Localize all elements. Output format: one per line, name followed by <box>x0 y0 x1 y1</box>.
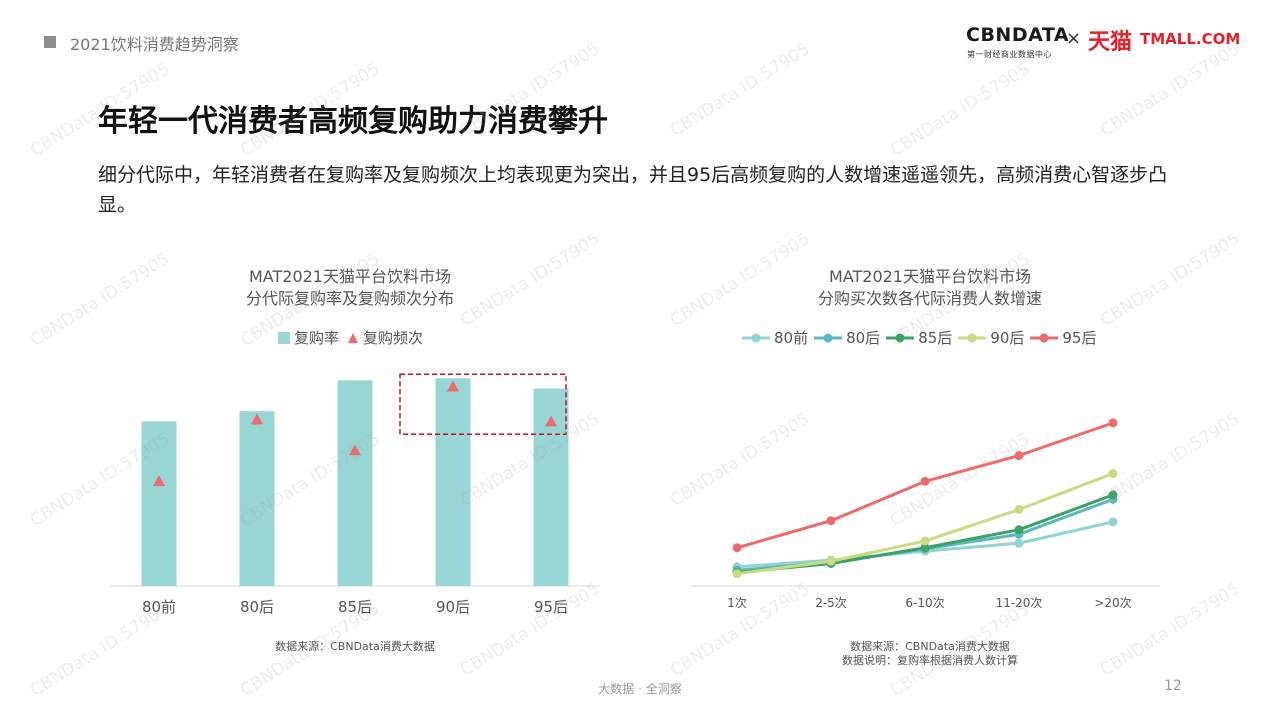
legend-item-series: 90后 <box>958 327 1024 348</box>
series-point <box>1014 451 1024 460</box>
series-point <box>920 543 930 553</box>
line-chart-title-line2: 分购买次数各代际消费人数增速 <box>817 289 1042 308</box>
x-tick-label: 80前 <box>142 598 176 616</box>
legend-label: 80前 <box>774 329 809 347</box>
frequency-triangle-marker <box>545 415 557 427</box>
legend-item-repurchase-rate: 复购率 <box>278 327 339 348</box>
series-point <box>826 556 836 566</box>
watermark-text: CBNData ID:57905 <box>886 59 1034 161</box>
frequency-triangle-marker <box>153 475 165 487</box>
line-chart-title: MAT2021天猫平台饮料市场 分购买次数各代际消费人数增速 <box>730 266 1130 310</box>
legend-square-icon <box>278 331 290 344</box>
legend-item-repurchase-frequency: 复购频次 <box>347 327 423 348</box>
x-tick-label: >20次 <box>1094 596 1131 610</box>
line-chart-source-line1: 数据来源：CBNData消费大数据 <box>850 640 1010 653</box>
legend-triangle-icon <box>348 332 359 343</box>
series-point <box>826 516 836 526</box>
legend-label: 90后 <box>990 329 1025 347</box>
bar-chart-source: 数据来源：CBNData消费大数据 <box>275 640 435 653</box>
bar <box>435 378 471 586</box>
frequency-triangle-marker <box>349 444 361 456</box>
bar-chart-title-line1: MAT2021天猫平台饮料市场 <box>248 267 451 286</box>
page-subtitle: 细分代际中，年轻消费者在复购率及复购频次上均表现更为突出，并且95后高频复购的人… <box>98 164 1168 216</box>
legend-line-marker-icon <box>886 333 915 342</box>
bar-chart: 80前 80后 85后 90后 95后 <box>110 373 600 616</box>
bar-chart-title-line2: 分代际复购率及复购频次分布 <box>245 289 454 308</box>
bar-chart-legend: 复购率 复购频次 <box>278 327 431 348</box>
header-label: 2021饮料消费趋势洞察 <box>70 35 239 54</box>
legend-line-marker-icon <box>958 333 987 342</box>
line-chart-source-line2: 数据说明：复购率根据消费人数计算 <box>842 654 1018 667</box>
bar <box>337 380 373 586</box>
bar <box>239 411 275 586</box>
legend-line-marker-icon <box>742 333 770 342</box>
x-tick-label: 85后 <box>338 598 372 616</box>
legend-line-marker-icon <box>1030 333 1059 342</box>
x-tick-label: 2-5次 <box>815 596 847 610</box>
legend-item-series: 95后 <box>1030 327 1096 348</box>
page-title: 年轻一代消费者高频复购助力消费攀升 <box>98 104 608 139</box>
series-point <box>1108 490 1118 500</box>
legend-line-marker-icon <box>814 333 843 342</box>
line-chart-source: 数据来源：CBNData消费大数据 数据说明：复购率根据消费人数计算 <box>780 640 1080 668</box>
legend-label-repurchase-rate: 复购率 <box>294 329 340 347</box>
series-point <box>1014 538 1024 548</box>
tmall-logo-en: TMALL.COM <box>1140 30 1241 48</box>
series-point <box>732 543 742 553</box>
legend-label: 85后 <box>918 329 953 347</box>
line-chart-legend: 80前 80后 85后 90后 95后 <box>742 327 1102 348</box>
frequency-triangle-marker <box>447 380 459 392</box>
x-tick-label: 90后 <box>436 598 470 616</box>
series-point <box>920 536 930 546</box>
series-line <box>736 472 1114 576</box>
x-tick-label: 6-10次 <box>905 596 944 610</box>
legend-item-series: 85后 <box>886 327 952 348</box>
legend-item-series: 80前 <box>742 327 808 348</box>
line-chart-title-line1: MAT2021天猫平台饮料市场 <box>828 267 1031 286</box>
footer-tagline: 大数据 · 全洞察 <box>598 682 682 696</box>
times-symbol: × <box>1066 28 1082 49</box>
x-tick-label: 11-20次 <box>996 596 1043 610</box>
frequency-triangle-marker <box>251 413 263 425</box>
header-square-icon <box>44 36 56 48</box>
bar <box>141 421 177 586</box>
series-point <box>1108 418 1118 428</box>
legend-label-repurchase-frequency: 复购频次 <box>363 329 424 347</box>
brand-logo: CBNDATA 第一财经商业数据中心 × 天猫 TMALL.COM <box>966 24 1246 64</box>
legend-item-series: 80后 <box>814 327 880 348</box>
x-tick-label: 1次 <box>727 596 747 610</box>
x-tick-label: 80后 <box>240 598 274 616</box>
line-chart: 1次 2-5次 6-10次 11-20次 >20次 <box>690 418 1160 610</box>
series-point <box>1014 525 1024 535</box>
watermark-text: CBNData ID:57905 <box>666 39 814 141</box>
series-point <box>732 569 742 579</box>
series-point <box>920 476 930 486</box>
page-number: 12 <box>1164 678 1182 694</box>
legend-label: 95后 <box>1062 329 1097 347</box>
bar-chart-title: MAT2021天猫平台饮料市场 分代际复购率及复购频次分布 <box>150 266 550 310</box>
tmall-logo-cn: 天猫 <box>1088 30 1133 55</box>
series-point <box>1108 517 1118 527</box>
x-tick-label: 95后 <box>534 598 568 616</box>
series-point <box>1108 469 1118 478</box>
cbndata-logo-text: CBNDATA <box>966 24 1070 46</box>
highlight-box <box>399 373 567 435</box>
series-point <box>1014 505 1024 514</box>
legend-label: 80后 <box>846 329 881 347</box>
cbndata-logo-subtext: 第一财经商业数据中心 <box>967 50 1052 59</box>
